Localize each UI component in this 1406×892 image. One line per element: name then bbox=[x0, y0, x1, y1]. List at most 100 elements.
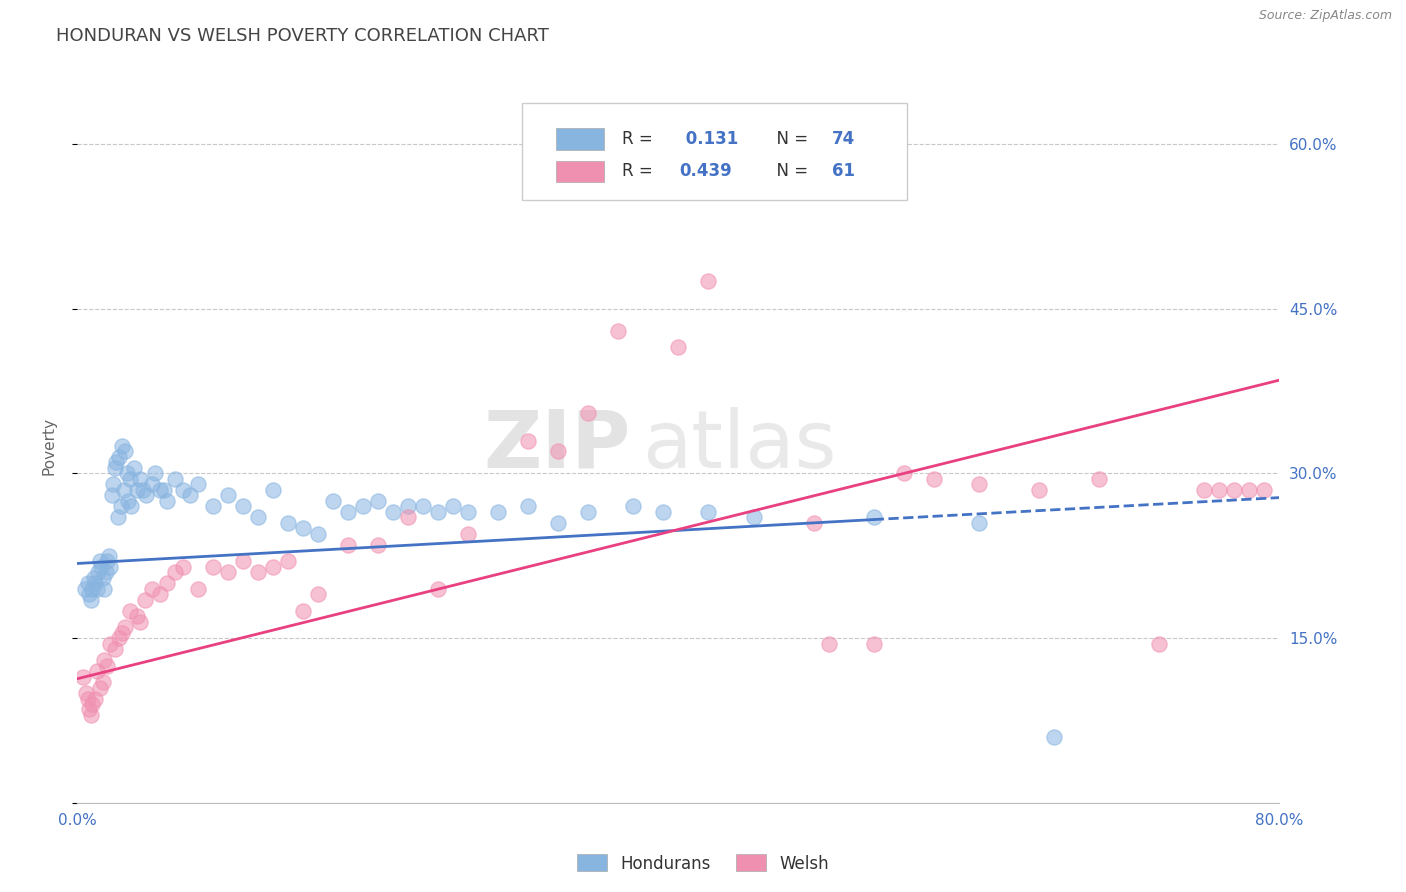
Text: 61: 61 bbox=[832, 162, 855, 180]
Point bbox=[967, 477, 990, 491]
Point bbox=[108, 450, 131, 464]
Point bbox=[80, 708, 103, 723]
Point bbox=[172, 559, 194, 574]
Point bbox=[1194, 483, 1216, 497]
Point bbox=[117, 494, 139, 508]
Point bbox=[803, 516, 825, 530]
Point bbox=[427, 582, 450, 596]
Point bbox=[89, 681, 111, 695]
Point bbox=[576, 505, 599, 519]
Point bbox=[486, 505, 509, 519]
Point bbox=[396, 510, 419, 524]
Point bbox=[246, 510, 269, 524]
Point bbox=[576, 406, 599, 420]
Point bbox=[141, 582, 163, 596]
Point bbox=[124, 461, 146, 475]
Point bbox=[97, 549, 120, 563]
Point bbox=[412, 500, 434, 514]
Text: 0.439: 0.439 bbox=[679, 162, 733, 180]
Point bbox=[145, 467, 167, 481]
Point bbox=[262, 559, 284, 574]
Point bbox=[277, 554, 299, 568]
Point bbox=[1208, 483, 1230, 497]
Point bbox=[111, 439, 134, 453]
Point bbox=[72, 669, 94, 683]
Point bbox=[862, 510, 884, 524]
Point bbox=[127, 483, 149, 497]
Point bbox=[1253, 483, 1275, 497]
Point bbox=[291, 604, 314, 618]
Point bbox=[104, 642, 127, 657]
Point bbox=[129, 472, 152, 486]
Point bbox=[87, 566, 110, 580]
Point bbox=[100, 637, 122, 651]
Point bbox=[83, 571, 105, 585]
Point bbox=[307, 587, 329, 601]
Point bbox=[381, 505, 404, 519]
Point bbox=[201, 559, 224, 574]
Text: atlas: atlas bbox=[643, 407, 837, 485]
Point bbox=[163, 566, 186, 580]
Point bbox=[79, 702, 101, 716]
Point bbox=[232, 500, 254, 514]
Point bbox=[86, 582, 108, 596]
Point bbox=[1028, 483, 1050, 497]
Point bbox=[84, 691, 107, 706]
Point bbox=[652, 505, 675, 519]
Point bbox=[668, 340, 690, 354]
Point bbox=[217, 488, 239, 502]
Point bbox=[149, 587, 172, 601]
Point bbox=[758, 148, 780, 162]
Point bbox=[115, 467, 138, 481]
Point bbox=[91, 675, 114, 690]
Point bbox=[132, 483, 155, 497]
Point bbox=[153, 483, 176, 497]
Text: HONDURAN VS WELSH POVERTY CORRELATION CHART: HONDURAN VS WELSH POVERTY CORRELATION CH… bbox=[56, 27, 550, 45]
Point bbox=[110, 500, 132, 514]
Point bbox=[104, 461, 127, 475]
Point bbox=[179, 488, 201, 502]
Point bbox=[149, 483, 172, 497]
Point bbox=[201, 500, 224, 514]
Point bbox=[1149, 637, 1171, 651]
Point bbox=[517, 500, 540, 514]
Point bbox=[163, 472, 186, 486]
Point bbox=[118, 604, 141, 618]
Point bbox=[120, 500, 142, 514]
Point bbox=[1088, 472, 1111, 486]
Point bbox=[93, 653, 115, 667]
Point bbox=[607, 324, 630, 338]
Point bbox=[352, 500, 374, 514]
Legend: Hondurans, Welsh: Hondurans, Welsh bbox=[571, 847, 835, 880]
Point bbox=[621, 500, 644, 514]
Point bbox=[336, 505, 359, 519]
Point bbox=[76, 576, 98, 591]
Point bbox=[156, 576, 179, 591]
Point bbox=[134, 592, 156, 607]
Point bbox=[427, 505, 450, 519]
Point bbox=[336, 538, 359, 552]
Point bbox=[547, 516, 569, 530]
Point bbox=[232, 554, 254, 568]
Point bbox=[73, 582, 96, 596]
Point bbox=[262, 483, 284, 497]
Point bbox=[172, 483, 194, 497]
Point bbox=[114, 444, 136, 458]
Point bbox=[547, 444, 569, 458]
Point bbox=[396, 500, 419, 514]
FancyBboxPatch shape bbox=[555, 161, 603, 182]
Point bbox=[517, 434, 540, 448]
Point bbox=[96, 658, 118, 673]
Point bbox=[82, 697, 104, 711]
FancyBboxPatch shape bbox=[522, 103, 907, 200]
Text: 0.131: 0.131 bbox=[679, 130, 738, 148]
Point bbox=[129, 615, 152, 629]
Text: R =: R = bbox=[621, 130, 658, 148]
Point bbox=[82, 582, 104, 596]
Text: ZIP: ZIP bbox=[484, 407, 630, 485]
Point bbox=[246, 566, 269, 580]
Point bbox=[86, 664, 108, 678]
Point bbox=[107, 510, 129, 524]
Point bbox=[367, 494, 389, 508]
Point bbox=[96, 554, 118, 568]
